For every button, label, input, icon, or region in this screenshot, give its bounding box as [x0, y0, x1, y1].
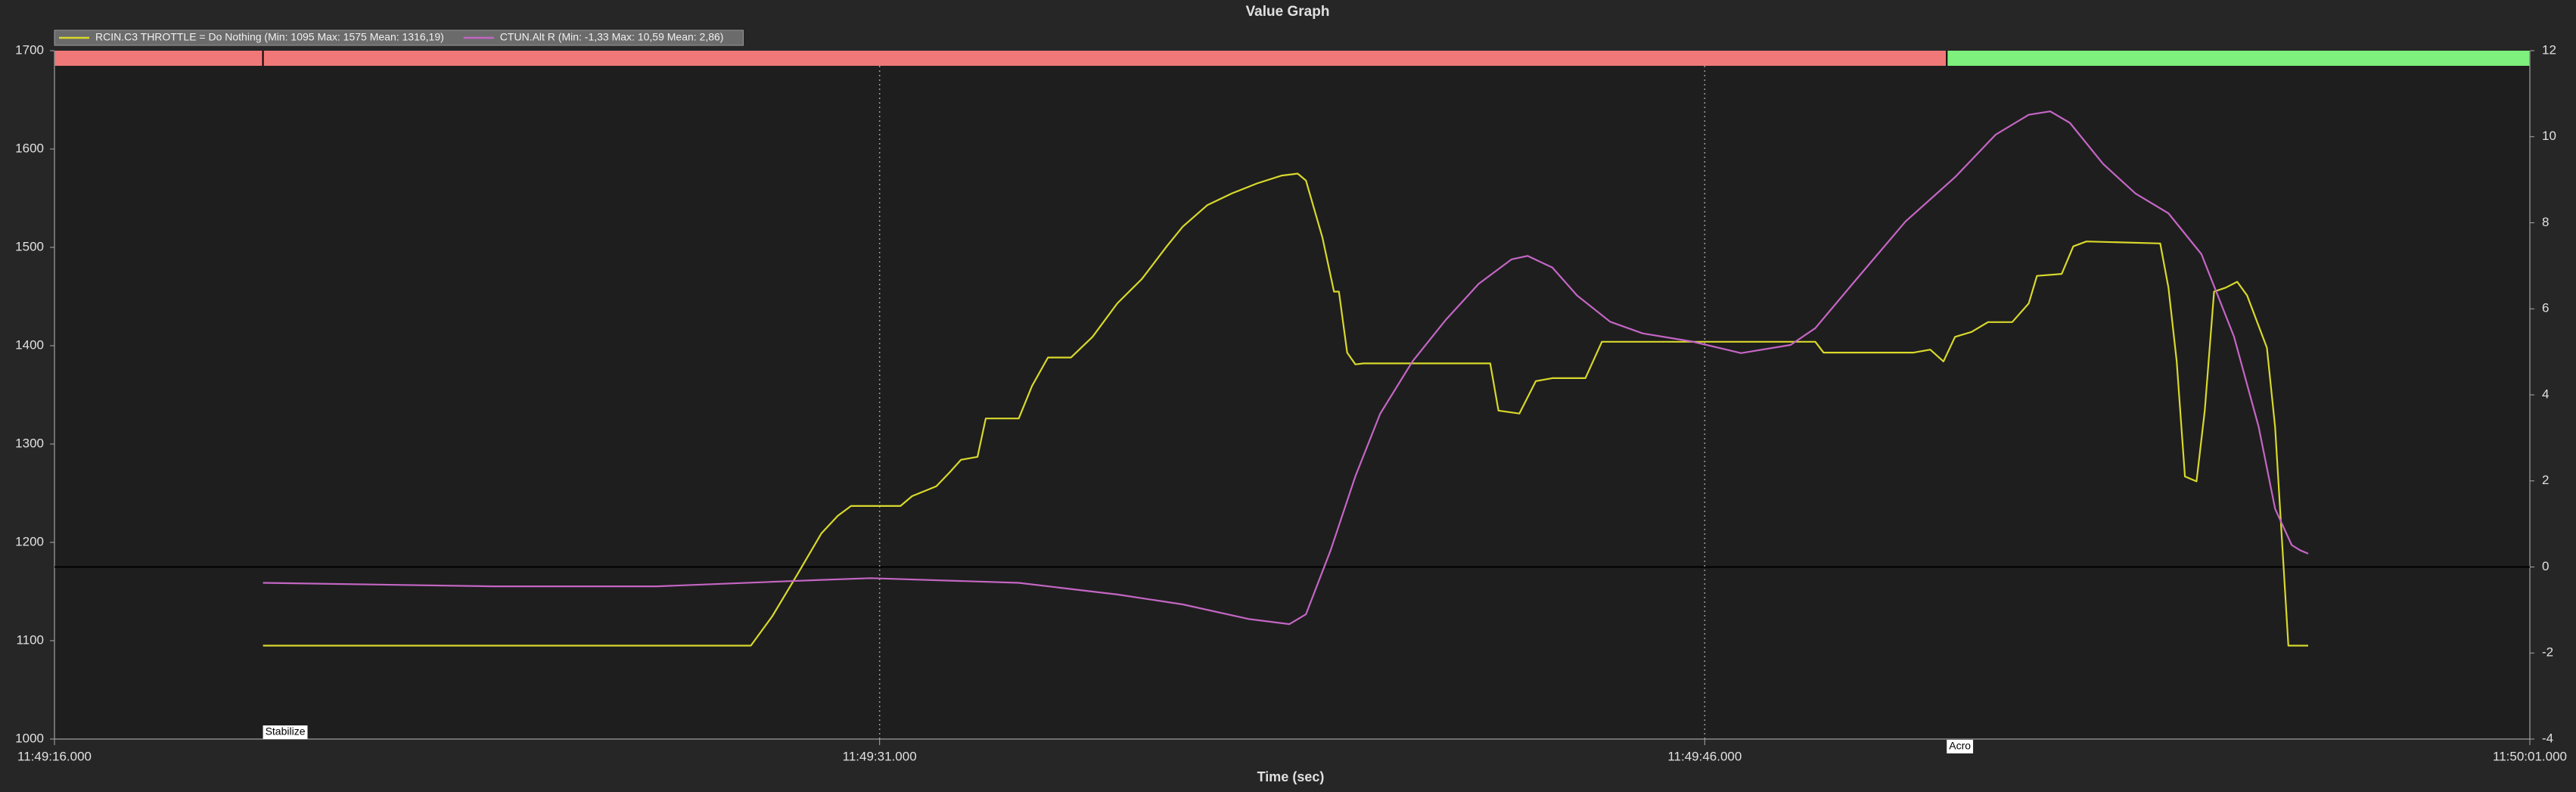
mode-label: Stabilize — [266, 725, 306, 738]
y2-tick-label: 4 — [2542, 387, 2549, 401]
mode-band — [54, 51, 1947, 66]
y2-tick-label: 8 — [2542, 215, 2549, 229]
y-tick-label: 1000 — [15, 731, 44, 745]
y-tick-label: 1300 — [15, 436, 44, 450]
y-tick-label: 1600 — [15, 141, 44, 155]
y2-tick-label: 12 — [2542, 42, 2556, 57]
mode-band — [1947, 51, 2530, 66]
y2-tick-label: 6 — [2542, 301, 2549, 315]
y2-tick-label: 10 — [2542, 129, 2556, 143]
mode-label-bg — [263, 725, 308, 739]
y2-tick-label: 0 — [2542, 559, 2549, 573]
x-tick-label: 11:49:31.000 — [843, 749, 917, 763]
series-line — [263, 110, 2309, 626]
legend-entry: RCIN.C3 THROTTLE = Do Nothing (Min: 1095… — [95, 31, 444, 43]
x-axis-title: Time (sec) — [1257, 769, 1325, 784]
legend-entry: CTUN.Alt R (Min: -1,33 Max: 10,59 Mean: … — [500, 31, 724, 43]
y-tick-label: 1400 — [15, 337, 44, 352]
x-tick-label: 11:49:46.000 — [1667, 749, 1742, 763]
series-line — [263, 172, 2308, 647]
mode-label: Acro — [1949, 740, 1971, 752]
y-tick-label: 1200 — [15, 534, 44, 548]
y2-tick-label: -4 — [2542, 731, 2553, 745]
y2-tick-label: 2 — [2542, 473, 2549, 487]
plot-area — [54, 51, 2530, 739]
legend-box — [54, 30, 744, 46]
x-tick-label: 11:49:16.000 — [17, 749, 92, 763]
y-tick-label: 1100 — [16, 632, 44, 647]
x-tick-label: 11:50:01.000 — [2493, 749, 2567, 763]
y2-tick-label: -2 — [2542, 645, 2553, 660]
y-tick-label: 1500 — [15, 239, 44, 253]
y-tick-label: 1700 — [15, 42, 44, 57]
chart-title: Value Graph — [1246, 4, 1330, 20]
mode-label-bg — [1947, 740, 1974, 753]
